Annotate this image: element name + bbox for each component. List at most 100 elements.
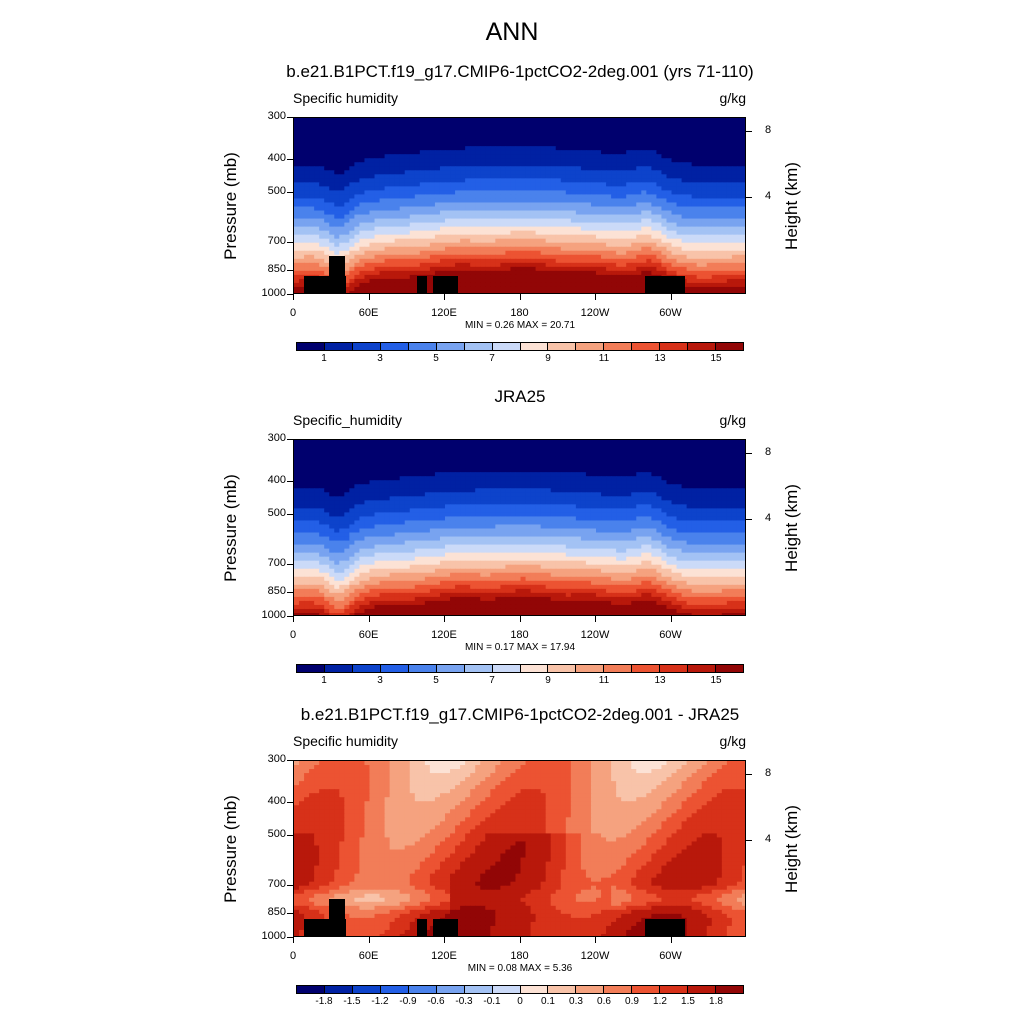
contour-cell [354,126,361,131]
contour-cell [590,254,597,260]
contour-cell [601,202,607,208]
contour-cell [500,456,506,461]
contour-cell [404,122,411,127]
contour-cell [580,178,587,183]
contour-cell [319,238,325,244]
contour-cell [409,274,416,280]
contour-cell [585,460,592,465]
contour-cell [500,250,506,256]
contour-cell [495,464,501,469]
contour-cell [631,230,637,236]
contour-cell [299,448,305,453]
contour-cell [419,210,426,216]
contour-cell [726,158,733,163]
contour-cell [606,190,612,196]
contour-cell [319,210,325,216]
contour-cell [585,274,592,280]
contour-cell [475,464,481,469]
contour-cell [585,182,592,187]
contour-cell [530,194,537,200]
contour-cell [389,230,396,236]
contour-cell [419,118,426,123]
contour-cell [570,134,577,139]
contour-cell [314,246,320,252]
contour-cell [414,202,421,208]
contour-cell [374,278,381,284]
contour-cell [475,452,481,457]
contour-cell [666,468,673,473]
contour-cell [294,202,300,208]
contour-cell [741,242,745,248]
contour-cell [294,198,300,204]
contour-cell [414,222,421,228]
contour-cell [470,202,476,208]
contour-cell [575,218,582,224]
contour-cell [324,464,330,469]
contour-cell [470,166,476,171]
contour-cell [611,476,617,481]
contour-cell [550,262,557,268]
contour-cell [711,468,718,473]
contour-cell [666,210,673,216]
contour-cell [721,262,728,268]
contour-cell [419,198,426,204]
contour-cell [359,234,366,240]
contour-cell [374,476,381,481]
contour-cell [626,162,632,167]
contour-cell [354,472,361,477]
contour-cell [530,138,537,143]
contour-cell [419,476,426,481]
contour-cell [495,456,501,461]
contour-cell [731,170,738,175]
contour-cell [500,476,506,481]
contour-cell [706,230,713,236]
contour-cell [626,472,632,477]
contour-cell [646,210,652,216]
contour-cell [525,448,532,453]
contour-cell [530,250,537,256]
contour-cell [681,440,688,445]
contour-cell [696,460,703,465]
contour-cell [319,456,325,461]
contour-cell [565,278,572,284]
contour-cell [721,174,728,179]
contour-cell [439,146,446,151]
contour-cell [575,254,582,260]
contour-cell [309,242,315,248]
contour-cell [646,464,652,469]
contour-cell [661,270,668,276]
contour-cell [520,286,527,292]
contour-cell [394,182,401,187]
contour-cell [666,222,673,228]
contour-cell [535,194,542,200]
contour-cell [344,138,350,143]
contour-cell [505,178,512,183]
contour-cell [616,158,622,163]
contour-cell [455,444,461,449]
contour-cell [414,476,421,481]
contour-cell [721,182,728,187]
contour-cell [409,480,416,485]
contour-cell [455,254,461,260]
contour-cell [535,246,542,252]
contour-cell [510,444,517,449]
contour-cell [520,460,527,465]
contour-cell [369,226,376,232]
contour-cell [339,444,345,449]
contour-cell [515,266,522,272]
contour-cell [741,258,745,264]
contour-cell [641,254,647,260]
contour-cell [545,448,552,453]
contour-cell [565,262,572,268]
contour-cell [616,246,622,252]
contour-cell [550,170,557,175]
contour-cell [565,456,572,461]
contour-cell [495,162,501,167]
contour-cell [601,178,607,183]
contour-cell [455,126,461,131]
contour-cell [299,476,305,481]
contour-cell [570,190,577,196]
contour-cell [480,282,486,288]
contour-cell [636,142,642,147]
contour-cell [495,178,501,183]
